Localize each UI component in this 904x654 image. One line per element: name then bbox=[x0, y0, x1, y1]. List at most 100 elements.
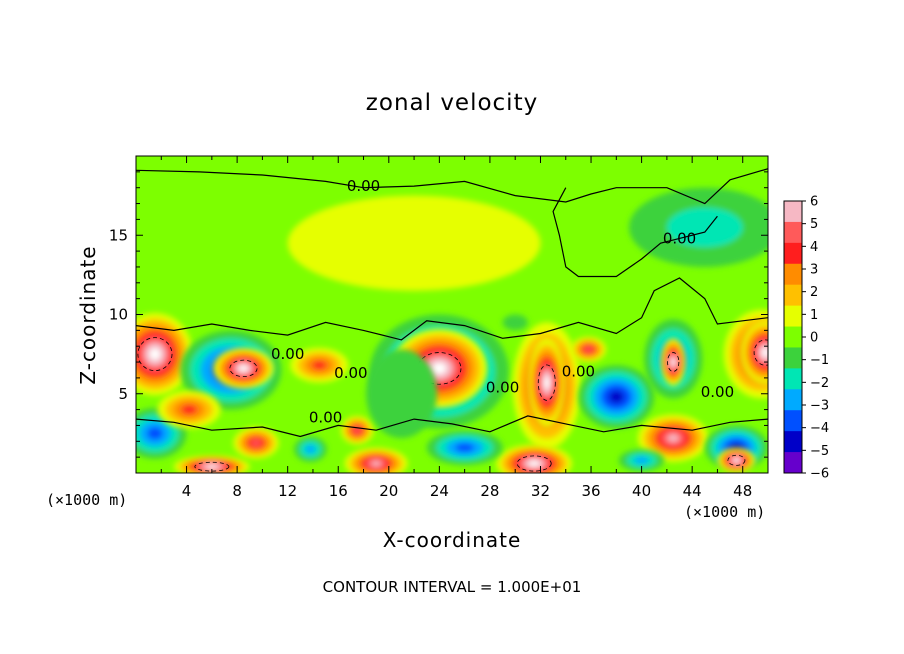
velocity-blob bbox=[157, 390, 221, 429]
core-contour bbox=[537, 364, 556, 401]
x-tick-label: 40 bbox=[632, 482, 651, 500]
velocity-blob bbox=[660, 338, 686, 386]
colorbar-swatch bbox=[784, 410, 802, 432]
velocity-field bbox=[136, 187, 768, 473]
blob-ring bbox=[761, 348, 768, 358]
blob-ring bbox=[634, 456, 650, 465]
x-tick-label: 32 bbox=[531, 482, 550, 500]
blob-ring bbox=[432, 362, 447, 375]
velocity-blob bbox=[628, 187, 768, 267]
velocity-blob bbox=[340, 415, 374, 445]
colorbar-label: 0 bbox=[810, 331, 818, 346]
x-axis: 4 8 12 16 20 24 28 32 36 40 44 48 bbox=[135, 156, 769, 500]
contour-label: 0.00 bbox=[271, 345, 304, 363]
colorbar-swatch bbox=[784, 263, 802, 286]
y-tick-label: 15 bbox=[109, 226, 128, 244]
x-tick-label: 12 bbox=[278, 482, 297, 500]
contour-line bbox=[552, 187, 718, 278]
velocity-blob bbox=[502, 314, 528, 331]
velocity-blob bbox=[578, 365, 655, 429]
contour-label: 0.00 bbox=[486, 378, 519, 396]
x-unit-label-left: (×1000 m) bbox=[46, 491, 128, 509]
core-contour bbox=[194, 461, 230, 472]
x-tick-label: 24 bbox=[430, 482, 449, 500]
x-unit-label-right: (×1000 m) bbox=[684, 503, 766, 521]
velocity-blob bbox=[213, 347, 274, 389]
blob-ring bbox=[287, 195, 541, 291]
blob-ring bbox=[353, 427, 361, 434]
contour-line bbox=[136, 415, 768, 438]
velocity-blob bbox=[496, 444, 573, 473]
colorbar: 6 5 4 3 2 1 0 −1 −2 −3 −4 −5 −6 bbox=[783, 195, 829, 482]
velocity-blob bbox=[294, 436, 327, 462]
x-tick-label: 44 bbox=[683, 482, 702, 500]
blob-ring bbox=[370, 460, 382, 467]
colorbar-swatch bbox=[784, 284, 802, 307]
contour-label: 0.00 bbox=[701, 383, 734, 401]
contour-interval-note: CONTOUR INTERVAL = 1.000E+01 bbox=[322, 578, 582, 596]
colorbar-label: −1 bbox=[810, 353, 829, 368]
blob-ring bbox=[667, 434, 680, 443]
velocity-blob bbox=[717, 447, 756, 473]
colorbar-label: 4 bbox=[810, 240, 818, 255]
colorbar-swatch bbox=[784, 368, 802, 390]
blob-ring bbox=[608, 390, 624, 404]
velocity-blob bbox=[290, 347, 349, 383]
core-contour bbox=[753, 339, 768, 366]
velocity-blob bbox=[426, 430, 503, 466]
x-tick-label: 4 bbox=[182, 482, 192, 500]
core-contour bbox=[229, 359, 258, 378]
velocity-blob bbox=[366, 349, 437, 439]
contour-label: 0.00 bbox=[663, 229, 696, 247]
x-tick-label: 20 bbox=[379, 482, 398, 500]
blob-ring bbox=[584, 346, 593, 352]
core-contour bbox=[516, 455, 552, 472]
blob-ring bbox=[304, 444, 316, 454]
contour-label: 0.00 bbox=[562, 363, 595, 381]
blob-ring bbox=[149, 348, 161, 361]
velocity-blob bbox=[344, 447, 408, 473]
contour-label: 0.00 bbox=[347, 177, 380, 195]
core-contour bbox=[667, 352, 680, 372]
colorbar-label: 6 bbox=[810, 195, 818, 210]
core-contour bbox=[727, 454, 746, 466]
velocity-blob bbox=[527, 338, 566, 428]
colorbar-label: −4 bbox=[810, 421, 829, 436]
colorbar-swatch bbox=[784, 431, 802, 453]
blob-ring bbox=[528, 460, 540, 467]
blob-ring bbox=[147, 427, 163, 440]
contour-line bbox=[136, 277, 768, 341]
x-tick-label: 16 bbox=[329, 482, 348, 500]
blob-ring bbox=[312, 360, 327, 370]
x-tick-label: 36 bbox=[581, 482, 600, 500]
blob-ring bbox=[502, 314, 528, 331]
colorbar-swatch bbox=[784, 389, 802, 411]
x-axis-label: X-coordinate bbox=[382, 528, 522, 552]
blob-ring bbox=[206, 465, 218, 469]
colorbar-label: 3 bbox=[810, 263, 818, 278]
contour-label: 0.00 bbox=[309, 409, 342, 427]
colorbar-label: −5 bbox=[810, 444, 829, 459]
colorbar-label: 1 bbox=[810, 308, 818, 323]
core-contour bbox=[137, 337, 173, 372]
colorbar-label: −3 bbox=[810, 399, 829, 414]
blob-ring bbox=[671, 358, 676, 366]
y-tick-label: 10 bbox=[109, 306, 128, 324]
colorbar-label: 2 bbox=[810, 285, 818, 300]
colorbar-swatch bbox=[784, 201, 802, 223]
colorbar-label: 5 bbox=[810, 217, 818, 232]
blob-ring bbox=[544, 376, 550, 389]
colorbar-swatch bbox=[784, 326, 802, 348]
velocity-blob bbox=[618, 449, 665, 472]
x-tick-label: 48 bbox=[733, 482, 752, 500]
blob-ring bbox=[366, 349, 437, 439]
blob-ring bbox=[251, 439, 261, 447]
colorbar-label: −6 bbox=[810, 467, 829, 482]
velocity-blob bbox=[173, 455, 250, 473]
y-axis: 5 10 15 bbox=[109, 171, 768, 458]
blob-ring bbox=[455, 443, 475, 452]
blob-ring bbox=[733, 458, 740, 463]
velocity-blob bbox=[233, 427, 279, 459]
velocity-blob bbox=[287, 195, 541, 291]
velocity-blob bbox=[570, 336, 607, 363]
